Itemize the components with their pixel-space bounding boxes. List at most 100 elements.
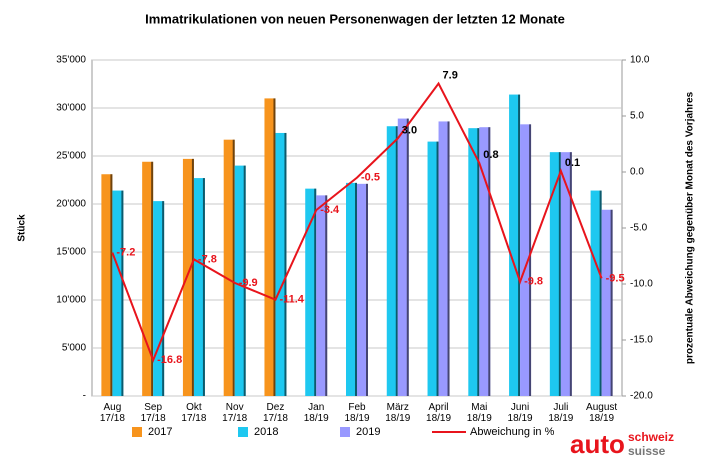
bar-shade (110, 174, 113, 396)
bar (468, 128, 480, 396)
x-tick-label: April 18/19 (426, 402, 452, 424)
data-label: -16.8 (157, 354, 182, 366)
x-tick-label: Okt 17/18 (181, 402, 207, 424)
bar (549, 152, 561, 396)
bar-shade (529, 124, 532, 396)
legend-label: 2019 (356, 426, 380, 438)
y2-tick-label: 5.0 (630, 111, 644, 122)
bar-shade (569, 152, 572, 396)
y-tick-label: 30'000 (56, 103, 86, 114)
data-label: 3.0 (402, 124, 417, 136)
bar-shade (232, 139, 235, 396)
x-tick-label: Dez 17/18 (262, 402, 288, 424)
logo-line: suisse (628, 444, 666, 458)
bar (397, 118, 409, 396)
bar (101, 174, 113, 396)
x-tick-label: Feb 18/19 (344, 402, 370, 424)
bar-shade (488, 127, 491, 396)
x-tick-label: Jan 18/19 (303, 402, 329, 424)
bar-shade (151, 161, 154, 396)
y2-tick-label: 10.0 (630, 55, 650, 66)
data-label: -9.9 (239, 277, 258, 289)
bar-shade (314, 188, 317, 396)
bar-shade (518, 94, 521, 396)
y-axis-title: Stück (17, 214, 28, 242)
bar-shade (284, 132, 287, 396)
y2-tick-label: -10.0 (630, 279, 653, 290)
y-tick-label: 10'000 (56, 295, 86, 306)
bar (427, 141, 439, 396)
logo-line: schweiz (628, 430, 674, 444)
bar-shade (191, 158, 194, 396)
x-tick-label: August 18/19 (586, 402, 618, 424)
bar (182, 158, 194, 396)
y-tick-label: 5'000 (62, 343, 87, 354)
bar-shade (599, 190, 602, 396)
bar (509, 94, 521, 396)
legend-label: 2018 (254, 426, 278, 438)
bar (305, 188, 317, 396)
y-tick-label: 15'000 (56, 247, 86, 258)
data-label: -7.2 (116, 247, 135, 259)
bar (264, 98, 276, 397)
bar (590, 190, 602, 396)
bar (346, 182, 357, 396)
bar (479, 127, 491, 396)
bar-shade (447, 121, 450, 396)
bar (560, 152, 572, 396)
bar (223, 139, 235, 396)
y-tick-label: 20'000 (56, 199, 86, 210)
legend-label: Abweichung in % (470, 426, 555, 438)
x-tick-label: März 18/19 (385, 402, 411, 424)
bar-shade (477, 128, 480, 396)
logo-brand: auto (570, 429, 625, 459)
data-label: -0.5 (361, 172, 380, 184)
bar-shade (558, 152, 561, 396)
bar (193, 178, 205, 396)
legend-label: 2017 (148, 426, 172, 438)
bar-shade (325, 195, 328, 396)
bar-shade (121, 190, 124, 396)
bar-shade (436, 141, 439, 396)
data-label: -7.8 (198, 253, 217, 265)
y2-tick-label: -5.0 (630, 223, 648, 234)
x-tick-label: Sep 17/18 (140, 402, 166, 424)
line (111, 81, 603, 363)
x-tick-label: Nov 17/18 (222, 402, 248, 424)
y2-axis-title: prozentuale Abweichung gegenüber Monat d… (685, 91, 696, 364)
bar (234, 165, 246, 396)
x-tick-label: Mai 18/19 (466, 402, 492, 424)
bar-shade (355, 182, 357, 396)
x-tick-label: Juli 18/19 (548, 402, 574, 424)
legend-swatch (238, 427, 248, 437)
y2-tick-label: -15.0 (630, 335, 653, 346)
bar-shade (202, 178, 205, 396)
y-tick-label: - (83, 391, 86, 402)
bar (153, 201, 165, 396)
data-label: 7.9 (443, 69, 458, 81)
data-label: 0.8 (483, 149, 498, 161)
data-label: -11.4 (279, 294, 304, 306)
y2-tick-label: 0.0 (630, 167, 644, 178)
bar-shade (610, 209, 613, 396)
bar-shade (243, 165, 246, 396)
bar (386, 126, 398, 397)
data-label: 0.1 (565, 157, 580, 169)
bar-shade (406, 118, 409, 396)
bar-shade (366, 183, 368, 396)
bar (316, 195, 328, 396)
bar (142, 161, 154, 396)
chart-title: Immatrikulationen von neuen Personenwage… (145, 11, 565, 26)
legend-swatch (132, 427, 142, 437)
legend-swatch (340, 427, 350, 437)
bar (438, 121, 450, 396)
bar (601, 209, 613, 396)
bar (112, 190, 124, 396)
y-tick-label: 35'000 (56, 55, 86, 66)
bar-shade (162, 201, 165, 396)
y2-tick-label: -20.0 (630, 391, 653, 402)
x-tick-label: Juni 18/19 (507, 402, 533, 424)
bar (520, 124, 532, 396)
y-tick-label: 25'000 (56, 151, 86, 162)
